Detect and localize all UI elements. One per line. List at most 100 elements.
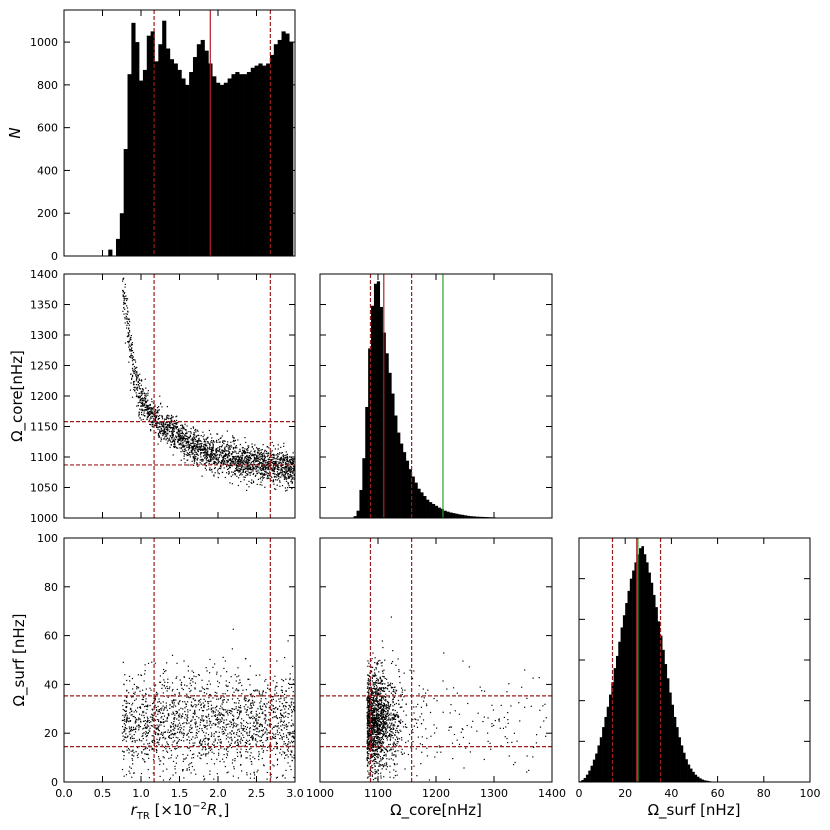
scatter-point	[375, 682, 378, 684]
scatter-point	[226, 445, 228, 448]
scatter-point	[137, 374, 139, 376]
scatter-point	[126, 696, 128, 699]
scatter-point	[379, 747, 381, 749]
scatter-point	[149, 704, 151, 707]
scatter-point	[231, 762, 234, 764]
scatter-point	[219, 721, 221, 723]
scatter-point	[222, 449, 224, 452]
scatter-point	[203, 698, 205, 700]
scatter-point	[188, 677, 191, 679]
scatter-point	[123, 313, 125, 315]
scatter-point	[229, 710, 232, 712]
scatter-point	[229, 455, 231, 457]
scatter-point	[214, 724, 217, 726]
scatter-point	[155, 423, 157, 426]
scatter-point	[137, 687, 140, 689]
scatter-point	[240, 469, 242, 471]
scatter-point	[208, 720, 211, 722]
scatter-point	[262, 476, 264, 478]
scatter-point	[247, 449, 249, 451]
scatter-point	[284, 466, 286, 469]
scatter-point	[152, 759, 155, 761]
scatter-point	[244, 448, 246, 450]
scatter-point	[142, 737, 144, 740]
scatter-point	[182, 450, 184, 453]
scatter-point	[389, 726, 391, 728]
scatter-point	[544, 703, 546, 705]
scatter-point	[242, 689, 244, 691]
scatter-point	[200, 459, 203, 461]
scatter-point	[374, 710, 376, 712]
scatter-point	[252, 473, 254, 476]
scatter-point	[207, 738, 209, 740]
scatter-point	[289, 474, 291, 476]
scatter-point	[208, 738, 210, 740]
scatter-point	[261, 457, 263, 459]
scatter-point	[189, 682, 191, 684]
scatter-point	[180, 439, 182, 441]
scatter-point	[172, 440, 174, 442]
scatter-point	[185, 450, 187, 452]
scatter-point	[366, 741, 368, 743]
scatter-point	[136, 405, 138, 407]
scatter-point	[214, 714, 217, 716]
scatter-point	[182, 439, 184, 441]
scatter-point	[378, 711, 380, 713]
scatter-point	[245, 698, 247, 700]
scatter-point	[274, 708, 276, 710]
scatter-point	[209, 770, 211, 772]
scatter-point	[240, 732, 242, 734]
histogram-bar	[373, 283, 378, 518]
scatter-point	[170, 416, 173, 418]
scatter-point	[292, 708, 295, 711]
scatter-point	[130, 373, 132, 375]
scatter-point	[287, 732, 289, 734]
scatter-point	[162, 779, 165, 781]
scatter-point	[189, 437, 191, 439]
scatter-point	[262, 690, 264, 692]
scatter-point	[202, 448, 204, 450]
scatter-point	[122, 278, 124, 280]
scatter-point	[286, 458, 288, 460]
scatter-point	[232, 461, 235, 463]
scatter-point	[287, 457, 289, 459]
scatter-point	[229, 744, 231, 747]
scatter-point	[248, 456, 250, 458]
scatter-point	[193, 458, 196, 460]
scatter-point	[164, 431, 166, 433]
scatter-point	[239, 764, 242, 766]
scatter-point	[278, 698, 280, 700]
scatter-point	[155, 715, 157, 717]
scatter-point	[206, 441, 209, 443]
scatter-point	[238, 702, 240, 704]
scatter-point	[273, 457, 275, 459]
scatter-point	[275, 777, 278, 779]
scatter-point	[189, 435, 192, 438]
scatter-point	[136, 377, 138, 379]
scatter-point	[145, 727, 147, 730]
scatter-point	[261, 708, 263, 711]
scatter-point	[165, 705, 168, 707]
scatter-point	[260, 467, 262, 469]
histogram-bar	[269, 54, 275, 256]
scatter-point	[412, 740, 414, 743]
scatter-point	[229, 462, 231, 464]
scatter-point	[241, 455, 243, 457]
scatter-point	[154, 684, 157, 686]
scatter-point	[193, 439, 195, 441]
scatter-point	[542, 705, 544, 707]
scatter-point	[267, 719, 270, 721]
scatter-point	[265, 678, 267, 681]
scatter-point	[209, 446, 211, 449]
scatter-point	[247, 714, 250, 716]
histogram-bar	[362, 458, 366, 518]
scatter-point	[137, 383, 139, 386]
scatter-point	[371, 727, 373, 729]
scatter-point	[192, 442, 194, 444]
scatter-point	[227, 441, 229, 443]
scatter-point	[134, 709, 137, 711]
histogram-bar	[437, 507, 441, 518]
scatter-point	[175, 699, 177, 701]
scatter-point	[239, 681, 241, 684]
scatter-point	[184, 438, 187, 440]
